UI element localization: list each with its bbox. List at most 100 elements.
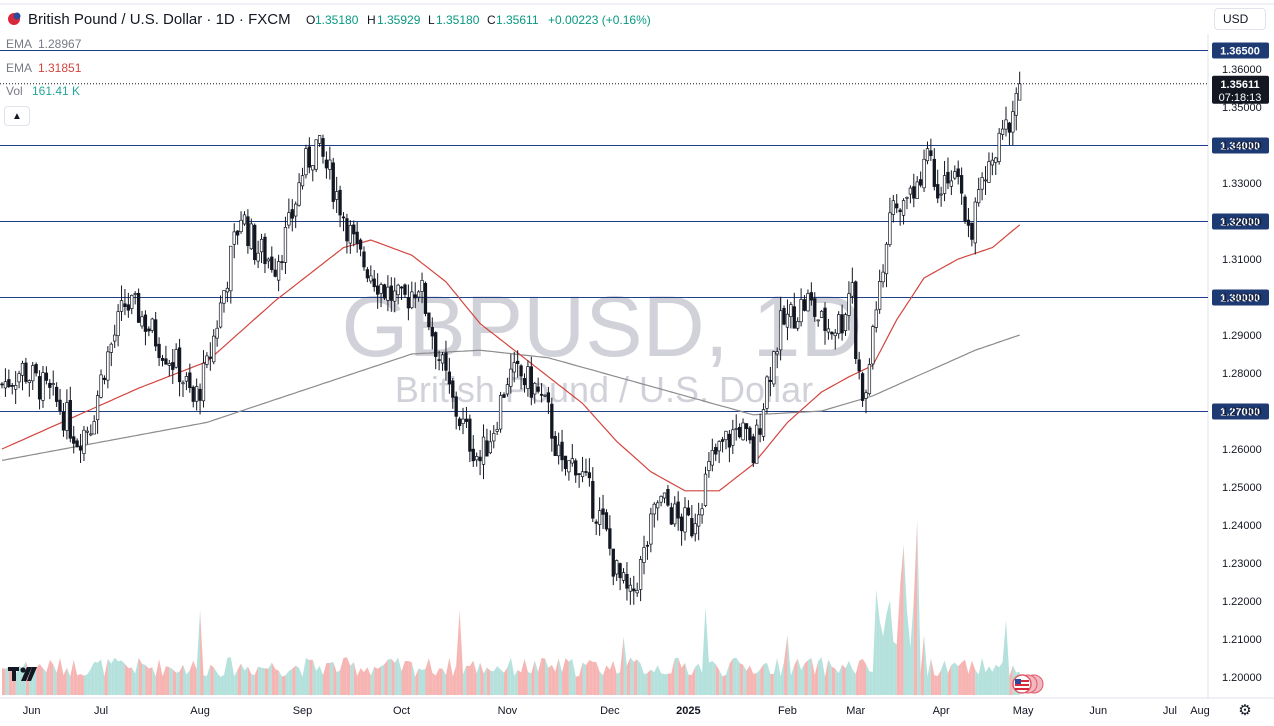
ema-slow-line[interactable]: [1, 334, 1020, 461]
candle-body-down: [485, 440, 489, 457]
candle-body-down: [932, 158, 936, 187]
volume-bar: [760, 664, 764, 695]
candle-body-down: [936, 184, 940, 199]
candle-body-down: [454, 396, 458, 417]
candle: [505, 377, 510, 397]
candle-body-down: [918, 179, 923, 186]
volume-bar: [323, 663, 327, 695]
volume-bar: [534, 660, 539, 695]
volume-bar: [63, 667, 67, 695]
candle-body-down: [782, 307, 786, 325]
candle-body-down: [102, 377, 107, 381]
volume-bar: [743, 664, 747, 695]
volume-bar: [729, 658, 733, 695]
candle: [871, 324, 875, 370]
candle: [7, 369, 11, 388]
candle: [512, 351, 516, 383]
volume-bar: [906, 610, 911, 695]
volume-bar: [872, 589, 877, 695]
candle: [591, 467, 595, 522]
candle: [44, 366, 49, 385]
candle-body-up: [700, 508, 704, 516]
candle: [287, 198, 291, 229]
candle: [365, 267, 370, 283]
candle: [748, 425, 752, 444]
candle-body-up: [949, 180, 954, 187]
candle: [799, 288, 803, 327]
currency-selector-button[interactable]: USD: [1214, 8, 1266, 30]
candle: [177, 338, 182, 397]
time-tick-label: Aug: [1190, 705, 1210, 717]
volume-bar: [609, 660, 614, 695]
volume-bar: [930, 658, 935, 695]
volume-bar: [736, 657, 740, 695]
candle: [1014, 87, 1018, 131]
candle-body-down: [895, 203, 899, 209]
volume-label[interactable]: Vol: [6, 84, 23, 98]
volume-bar: [1002, 620, 1007, 695]
volume-bar: [189, 660, 194, 695]
volume-bar: [384, 659, 388, 695]
candle: [758, 413, 762, 443]
candle: [1018, 71, 1022, 101]
volume-bar: [746, 665, 750, 695]
candle-body-up: [133, 293, 137, 295]
candle-body-up: [628, 584, 633, 592]
candle-body-up: [259, 238, 264, 253]
volume-bar: [671, 658, 675, 695]
candle: [65, 389, 69, 440]
candle: [847, 281, 851, 331]
candle-body-down: [574, 460, 578, 476]
ema-fast-label[interactable]: EMA: [6, 61, 32, 75]
economic-events-icon[interactable]: [1012, 674, 1044, 694]
candle-body-down: [331, 162, 335, 202]
tradingview-logo[interactable]: [8, 664, 40, 688]
candle-body-down: [382, 284, 387, 299]
candle: [959, 167, 964, 205]
time-tick-label: Feb: [778, 705, 797, 717]
candle: [813, 292, 817, 322]
volume-bar: [886, 600, 890, 695]
ema-slow-label[interactable]: EMA: [6, 37, 32, 51]
ema-fast-line[interactable]: [1, 224, 1021, 492]
candle-body-down: [464, 418, 469, 422]
collapse-legend-button[interactable]: ▲: [4, 106, 30, 126]
volume-bar: [599, 671, 604, 695]
candle-body-down: [362, 251, 366, 268]
candle-body-up: [481, 436, 486, 465]
candle-body-up: [693, 523, 697, 535]
gear-icon[interactable]: ⚙: [1238, 702, 1252, 719]
candle-body-up: [410, 291, 414, 309]
candle: [379, 282, 383, 308]
candle: [188, 363, 192, 393]
candle: [215, 320, 219, 347]
volume-bar: [251, 674, 255, 695]
candle: [352, 220, 356, 247]
volume-bar: [1009, 665, 1013, 695]
time-tick-label: May: [1013, 705, 1034, 717]
candle: [697, 502, 701, 541]
candle-body-up: [14, 384, 18, 390]
volume-bar: [725, 663, 730, 695]
candle: [239, 211, 243, 234]
volume-bar: [667, 673, 672, 695]
candle: [539, 383, 544, 403]
high-value: 1.35929: [377, 13, 421, 27]
candle-body-up: [212, 335, 216, 363]
candle: [669, 502, 673, 526]
candle: [386, 275, 390, 312]
candle: [246, 209, 250, 254]
horizontal-levels: 1.36500 1.34000 1.32000 1.30000 1.27000: [0, 42, 1269, 420]
volume-bar: [654, 665, 658, 695]
time-tick-label: 2025: [676, 705, 700, 717]
candle: [796, 317, 800, 332]
candle-body-down: [860, 373, 865, 401]
candle-body-up: [888, 212, 892, 245]
price-axis[interactable]: 1.36000 1.35000 1.34000 1.33000 1.32000 1.310…: [0, 64, 1269, 684]
time-axis[interactable]: Jun Jul Aug Sep Oct Nov Dec 2025 Feb Mar Apr May Jun…: [23, 705, 1210, 717]
candle-body-down: [253, 224, 257, 261]
candle-body-up: [256, 252, 260, 262]
candle-body-down: [676, 501, 680, 519]
candle-body-up: [475, 456, 479, 461]
